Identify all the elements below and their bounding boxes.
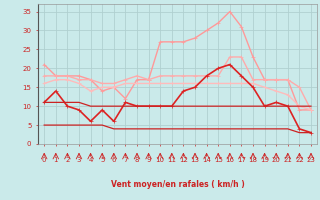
X-axis label: Vent moyen/en rafales ( km/h ): Vent moyen/en rafales ( km/h ) [111,180,244,189]
